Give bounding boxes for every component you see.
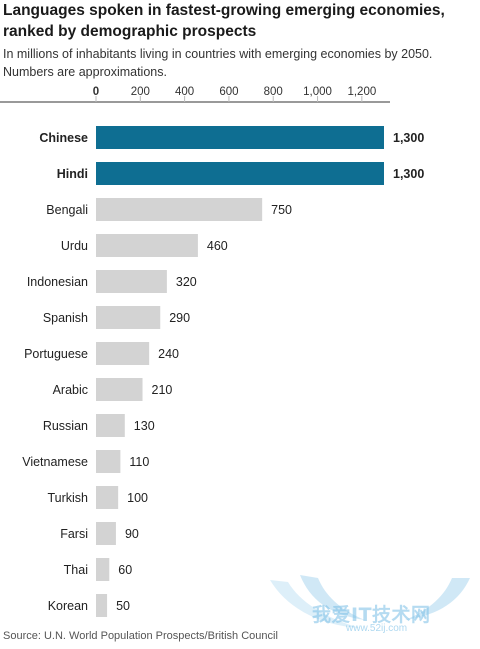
category-label: Spanish (43, 311, 88, 325)
category-label: Portuguese (24, 347, 88, 361)
watermark-wings-logo (270, 575, 470, 628)
value-label: 750 (271, 203, 292, 217)
category-label: Chinese (39, 131, 88, 145)
value-label: 320 (176, 275, 197, 289)
value-label: 130 (134, 419, 155, 433)
bar-chart: 0 200 400 600 800 1,000 1,200 Chinese 1,300 Hindi… (0, 86, 424, 617)
category-label: Bengali (46, 203, 88, 217)
value-label: 1,300 (393, 167, 424, 181)
x-tick-label: 0 (93, 86, 99, 98)
chart-subtitle: In millions of inhabitants living in cou… (3, 47, 433, 79)
category-label: Arabic (53, 383, 88, 397)
value-label: 110 (129, 455, 149, 469)
category-label: Turkish (47, 491, 88, 505)
value-label: 1,300 (393, 131, 424, 145)
bar (96, 486, 119, 509)
value-label: 240 (158, 347, 179, 361)
bar (96, 378, 143, 401)
category-label: Farsi (60, 527, 88, 541)
x-tick-label: 200 (131, 86, 150, 98)
value-label: 460 (207, 239, 228, 253)
x-tick-label: 400 (175, 86, 194, 98)
chart-title: Languages spoken in fastest-growing emer… (3, 2, 445, 40)
watermark-url: www.52ij.com (346, 623, 408, 634)
bar (96, 198, 263, 221)
value-label: 100 (127, 491, 148, 505)
source-note: Source: U.N. World Population Prospects/… (3, 630, 278, 642)
bar (96, 450, 121, 473)
bar (96, 162, 384, 185)
x-tick-label: 600 (219, 86, 238, 98)
value-label: 50 (116, 599, 130, 613)
value-label: 210 (152, 383, 173, 397)
bar (96, 522, 116, 545)
watermark-text: 我爱IT技术网 (312, 604, 431, 626)
value-label: 290 (169, 311, 190, 325)
value-label: 90 (125, 527, 139, 541)
bar (96, 558, 110, 581)
bar (96, 306, 161, 329)
category-label: Urdu (61, 239, 88, 253)
category-label: Thai (64, 563, 88, 577)
category-label: Korean (48, 599, 88, 613)
bar (96, 594, 108, 617)
category-label: Russian (43, 419, 88, 433)
x-tick-label: 1,200 (347, 86, 376, 98)
bar (96, 126, 384, 149)
category-label: Indonesian (27, 275, 88, 289)
bar (96, 270, 167, 293)
x-tick-label: 1,000 (303, 86, 332, 98)
value-label: 60 (118, 563, 132, 577)
category-label: Vietnamese (22, 455, 88, 469)
x-tick-label: 800 (264, 86, 283, 98)
bar (96, 414, 125, 437)
category-label: Hindi (57, 167, 88, 181)
bar (96, 234, 198, 257)
bar (96, 342, 150, 365)
